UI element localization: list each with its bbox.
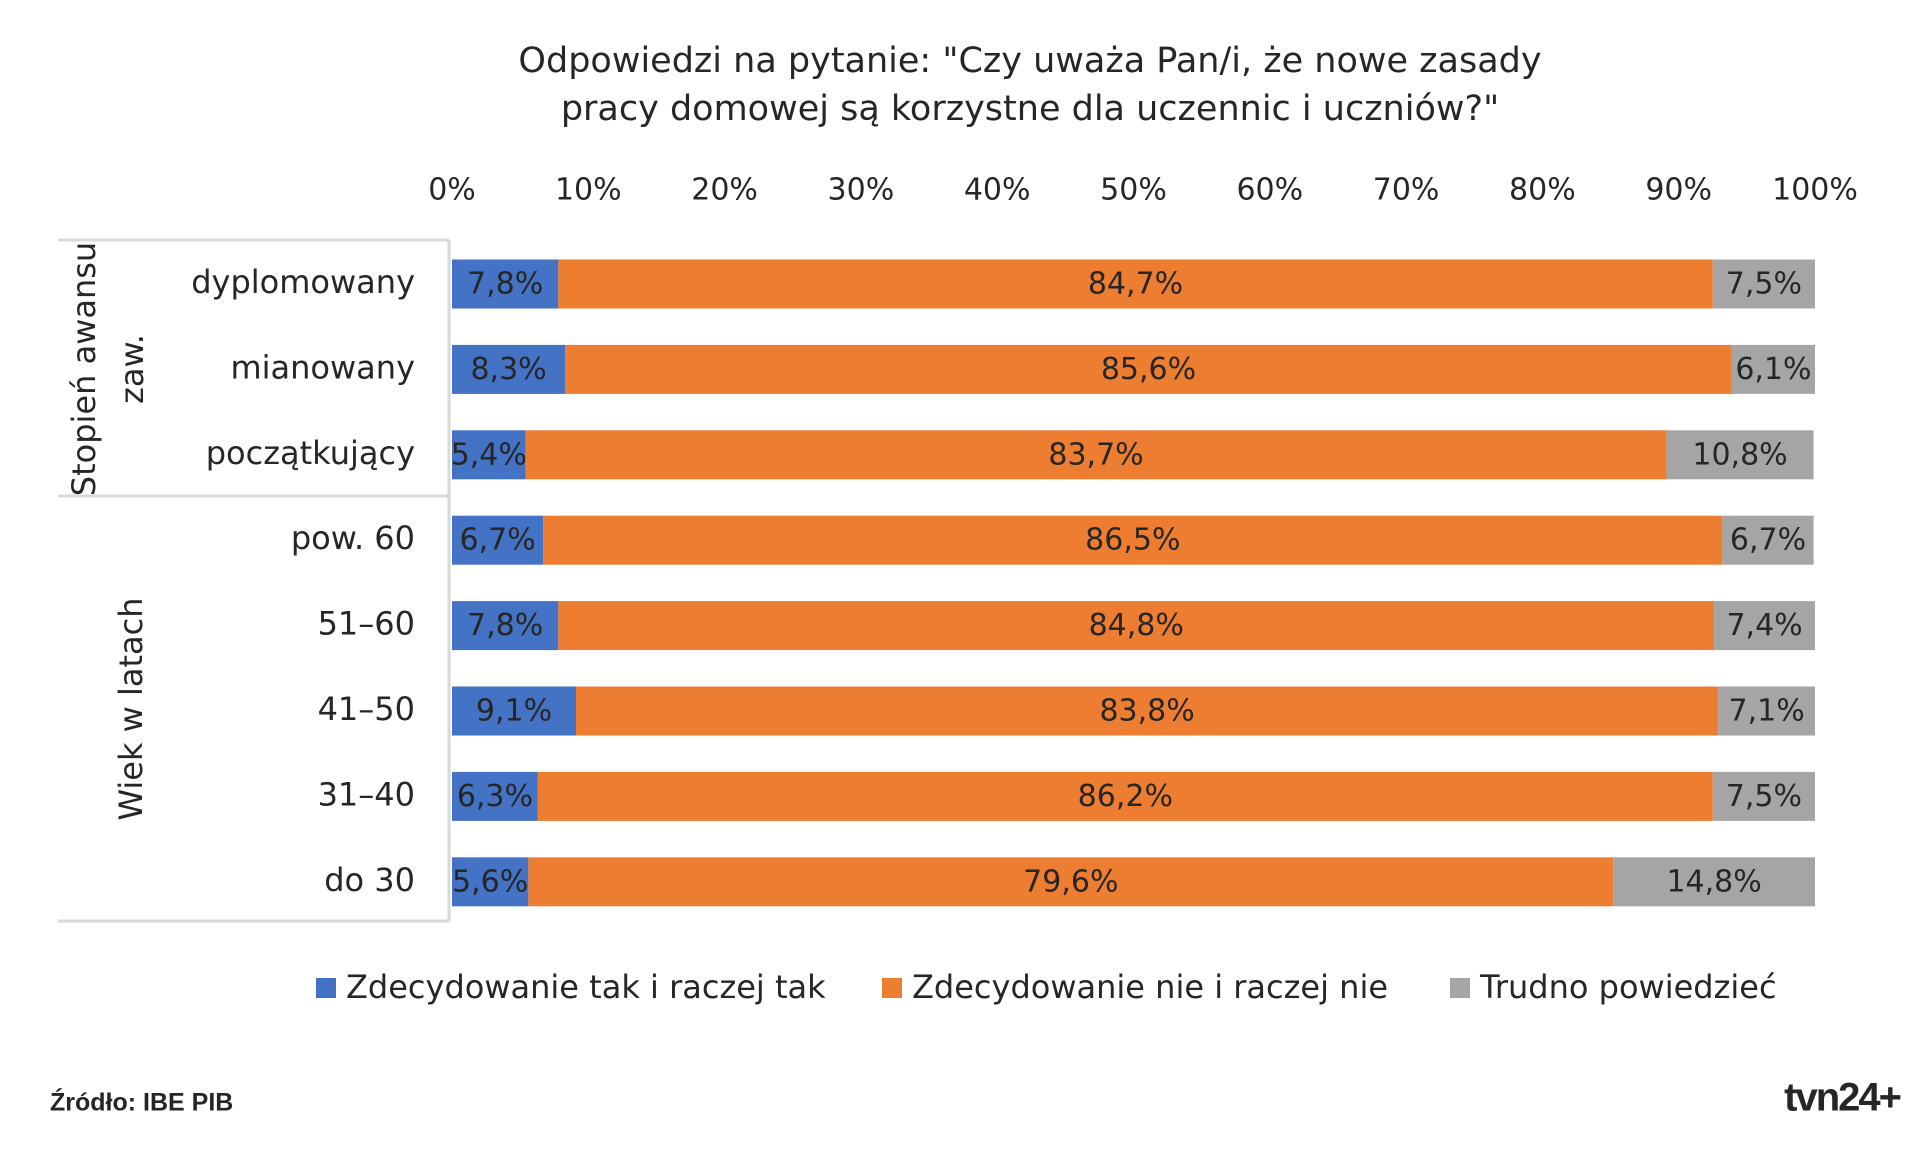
x-tick-label: 50% [1100, 173, 1167, 208]
logo: tvn24+ [1784, 1076, 1900, 1120]
data-label: 79,6% [1023, 864, 1118, 899]
bar-segment [565, 344, 1732, 394]
bar-segment [1613, 857, 1815, 907]
legend-swatch [1450, 978, 1470, 998]
data-label: 84,8% [1089, 608, 1184, 643]
data-label: 85,6% [1101, 352, 1196, 387]
bar-segment [452, 601, 559, 651]
data-label: 83,7% [1048, 437, 1143, 472]
y-tick-label: początkujący [206, 434, 415, 472]
data-label: 84,7% [1088, 267, 1183, 302]
bar-segment [452, 515, 544, 565]
bar-segment [452, 771, 538, 821]
y-tick-label: 31–40 [318, 775, 415, 813]
bar-segment [576, 686, 1719, 736]
bar-segment [558, 601, 1715, 651]
legend-label: Zdecydowanie tak i raczej tak [346, 968, 826, 1006]
data-label: 6,3% [457, 779, 533, 814]
bar-segment [1722, 515, 1814, 565]
data-label: 7,5% [1726, 267, 1802, 302]
chart-title: pracy domowej są korzystne dla uczennic … [561, 89, 1499, 129]
y-tick-label: dyplomowany [191, 263, 415, 301]
group-label: zaw. [113, 334, 151, 404]
data-label: 8,3% [470, 352, 546, 387]
legend-label: Zdecydowanie nie i raczej nie [912, 968, 1388, 1006]
data-label: 5,4% [451, 437, 527, 472]
bar-segment [537, 771, 1713, 821]
bar-segment [1666, 430, 1814, 480]
bar-segment [525, 430, 1667, 480]
x-tick-label: 70% [1373, 173, 1440, 208]
bar-segment [452, 344, 566, 394]
bar-segment [1714, 601, 1815, 651]
data-label: 83,8% [1099, 694, 1194, 729]
bar-segment [1712, 771, 1815, 821]
bar-segment [1718, 686, 1815, 736]
x-tick-label: 100% [1772, 173, 1858, 208]
data-label: 5,6% [452, 864, 528, 899]
y-tick-label: 41–50 [318, 690, 415, 728]
bar-segment [1731, 344, 1815, 394]
x-tick-label: 60% [1236, 173, 1303, 208]
legend-swatch [316, 978, 336, 998]
data-label: 14,8% [1666, 864, 1761, 899]
group-label: Stopień awansu [65, 242, 103, 496]
y-tick-label: mianowany [230, 348, 415, 386]
x-tick-label: 90% [1645, 173, 1712, 208]
group-label: Wiek w latach [112, 597, 150, 820]
data-label: 7,4% [1726, 608, 1802, 643]
source: Źródło: IBE PIB [50, 1088, 233, 1117]
legend-label: Trudno powiedzieć [1479, 968, 1777, 1006]
x-tick-label: 40% [964, 173, 1031, 208]
x-tick-label: 10% [555, 173, 622, 208]
y-tick-label: do 30 [324, 861, 415, 899]
data-label: 6,7% [1730, 523, 1806, 558]
data-label: 10,8% [1692, 437, 1787, 472]
bar-segment [452, 259, 559, 309]
x-tick-label: 30% [828, 173, 895, 208]
x-tick-label: 20% [691, 173, 758, 208]
y-tick-label: pow. 60 [291, 519, 415, 557]
bar-segment [452, 430, 526, 480]
legend-swatch [882, 978, 902, 998]
data-label: 7,1% [1729, 694, 1805, 729]
data-label: 7,8% [467, 267, 543, 302]
chart-title: Odpowiedzi na pytanie: "Czy uważa Pan/i,… [518, 41, 1541, 81]
bar-segment [452, 686, 577, 736]
bar-segment [528, 857, 1614, 907]
data-label: 7,8% [467, 608, 543, 643]
bar-segment [452, 857, 529, 907]
data-label: 86,5% [1085, 523, 1180, 558]
data-label: 6,1% [1735, 352, 1811, 387]
bar-segment [543, 515, 1723, 565]
bar-segment [558, 259, 1713, 309]
y-tick-label: 51–60 [318, 605, 415, 643]
data-label: 6,7% [460, 523, 536, 558]
x-tick-label: 0% [428, 173, 476, 208]
data-label: 7,5% [1726, 779, 1802, 814]
data-label: 86,2% [1078, 779, 1173, 814]
bar-segment [1712, 259, 1815, 309]
data-label: 9,1% [476, 694, 552, 729]
x-tick-label: 80% [1509, 173, 1576, 208]
